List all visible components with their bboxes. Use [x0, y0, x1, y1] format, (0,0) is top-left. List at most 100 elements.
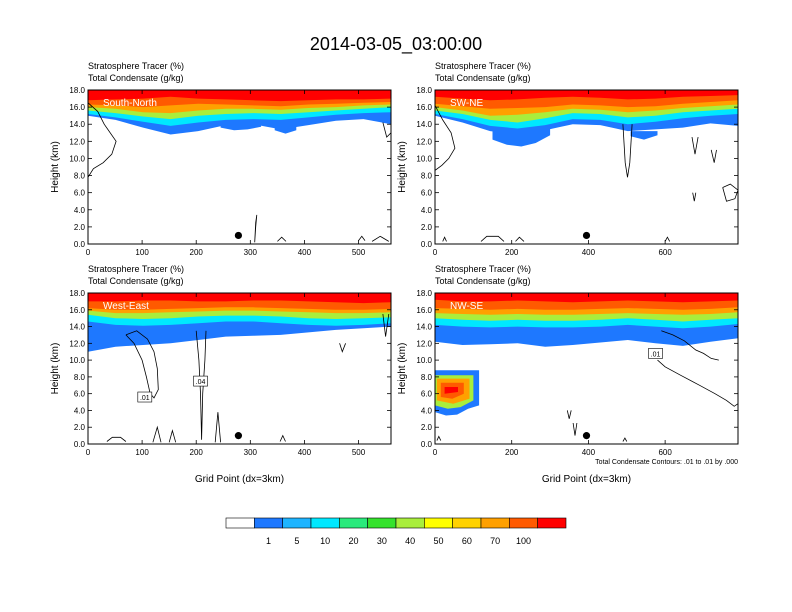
colorbar-label: 5	[294, 536, 299, 546]
panel-header-condensate: Total Condensate (g/kg)	[435, 276, 531, 286]
panel-nw-se: .01 NW-SE Stratosphere Tracer (%) Total Con…	[397, 264, 739, 485]
colorbar-label: 70	[490, 536, 500, 546]
y-tick-label: 2.0	[421, 223, 433, 232]
condensate-contour	[254, 214, 258, 243]
x-tick-label: 500	[352, 448, 366, 457]
colorbar-swatch	[395, 517, 425, 529]
x-tick-label: 400	[582, 448, 596, 457]
tracer-patch	[630, 131, 658, 140]
y-tick-label: 12.0	[69, 137, 85, 146]
x-tick-label: 200	[190, 448, 204, 457]
y-tick-label: 4.0	[74, 406, 86, 415]
condensate-contour	[657, 359, 738, 407]
contour-label: .01	[140, 395, 150, 402]
panel-header-tracer: Stratosphere Tracer (%)	[88, 264, 184, 274]
colorbar-label: 1	[266, 536, 271, 546]
y-tick-label: 16.0	[416, 103, 432, 112]
condensate-contour	[691, 137, 699, 155]
y-tick-label: 12.0	[69, 339, 85, 348]
condensate-contour	[88, 102, 117, 178]
x-tick-label: 400	[582, 248, 596, 257]
contour-label: .01	[651, 351, 661, 358]
surface-marker-dot	[234, 432, 243, 440]
y-tick-label: 18.0	[69, 289, 85, 298]
condensate-contour	[710, 149, 717, 163]
condensate-contour	[195, 330, 207, 440]
condensate-contour	[214, 412, 221, 443]
x-tick-label: 300	[244, 248, 258, 257]
y-tick-label: 0.0	[421, 240, 433, 249]
panel-sw-ne: SW-NE Stratosphere Tracer (%) Total Conden…	[397, 61, 739, 257]
tracer-patch	[444, 387, 458, 394]
panel-header-condensate: Total Condensate (g/kg)	[435, 73, 531, 83]
colorbar-swatch	[480, 517, 510, 529]
x-tick-label: 0	[433, 448, 438, 457]
x-tick-label: 0	[86, 248, 91, 257]
plot-frame	[87, 89, 392, 245]
y-tick-label: 12.0	[416, 339, 432, 348]
y-tick-label: 18.0	[416, 289, 432, 298]
x-tick-label: 100	[135, 448, 149, 457]
colorbar-swatch	[310, 517, 340, 529]
contour-footnote: Total Condensate Contours: .01 to .01 by…	[595, 459, 738, 466]
condensate-contour	[125, 330, 159, 399]
y-tick-label: 10.0	[416, 356, 432, 365]
tracer-layer-11	[435, 293, 738, 303]
plot-frame	[87, 292, 392, 445]
plot-frame	[434, 89, 739, 245]
condensate-contour	[442, 236, 447, 242]
x-tick-label: 200	[505, 448, 519, 457]
condensate-contour	[382, 122, 391, 138]
panel-label: South-North	[103, 98, 157, 109]
panel-south-north: South-North Stratosphere Tracer (%) Total …	[50, 61, 392, 257]
y-tick-label: 8.0	[74, 373, 86, 382]
y-tick-label: 6.0	[421, 390, 433, 399]
condensate-contour	[358, 235, 366, 241]
tracer-patch	[492, 128, 551, 147]
colorbar-swatch	[282, 517, 312, 529]
y-tick-label: 6.0	[74, 390, 86, 399]
condensate-contour	[106, 436, 127, 442]
y-axis-label: Height (km)	[397, 141, 408, 193]
figure-title: 2014-03-05_03:00:00	[310, 34, 482, 55]
surface-marker-dot	[582, 432, 591, 440]
colorbar-swatch	[509, 517, 538, 529]
x-axis-label: Grid Point (dx=3km)	[195, 474, 284, 485]
x-tick-label: 0	[433, 248, 438, 257]
condensate-contour	[279, 434, 286, 442]
condensate-contour	[480, 235, 505, 242]
y-tick-label: 14.0	[416, 323, 432, 332]
condensate-contour	[622, 437, 628, 442]
contour-label: .04	[196, 379, 206, 386]
colorbar-swatch	[225, 517, 255, 529]
contour-label-box	[648, 348, 663, 359]
condensate-contour	[722, 183, 738, 202]
y-tick-label: 0.0	[421, 440, 433, 449]
y-tick-label: 14.0	[69, 323, 85, 332]
condensate-contour	[515, 236, 525, 242]
y-tick-label: 4.0	[74, 206, 86, 215]
y-tick-label: 2.0	[74, 223, 86, 232]
y-tick-label: 4.0	[421, 206, 433, 215]
condensate-contour	[661, 330, 719, 361]
x-axis-label: Grid Point (dx=3km)	[542, 474, 631, 485]
y-tick-label: 0.0	[74, 240, 86, 249]
y-tick-label: 2.0	[74, 423, 86, 432]
x-tick-label: 200	[190, 248, 204, 257]
colorbar-swatch	[537, 517, 567, 529]
x-tick-label: 600	[658, 448, 672, 457]
panel-header-tracer: Stratosphere Tracer (%)	[435, 61, 531, 71]
condensate-contour	[566, 410, 572, 419]
x-tick-label: 400	[298, 248, 312, 257]
panel-west-east: .01 .04 West-East Stratosphere Tracer (%) To…	[50, 264, 392, 485]
condensate-contour	[339, 343, 346, 353]
condensate-contour	[436, 435, 442, 441]
surface-marker-dot	[582, 231, 591, 240]
y-tick-label: 18.0	[69, 86, 85, 95]
panel-header-tracer: Stratosphere Tracer (%)	[88, 61, 184, 71]
y-tick-label: 14.0	[416, 120, 432, 129]
y-tick-label: 12.0	[416, 137, 432, 146]
condensate-contour	[622, 124, 633, 178]
y-tick-label: 6.0	[74, 189, 86, 198]
